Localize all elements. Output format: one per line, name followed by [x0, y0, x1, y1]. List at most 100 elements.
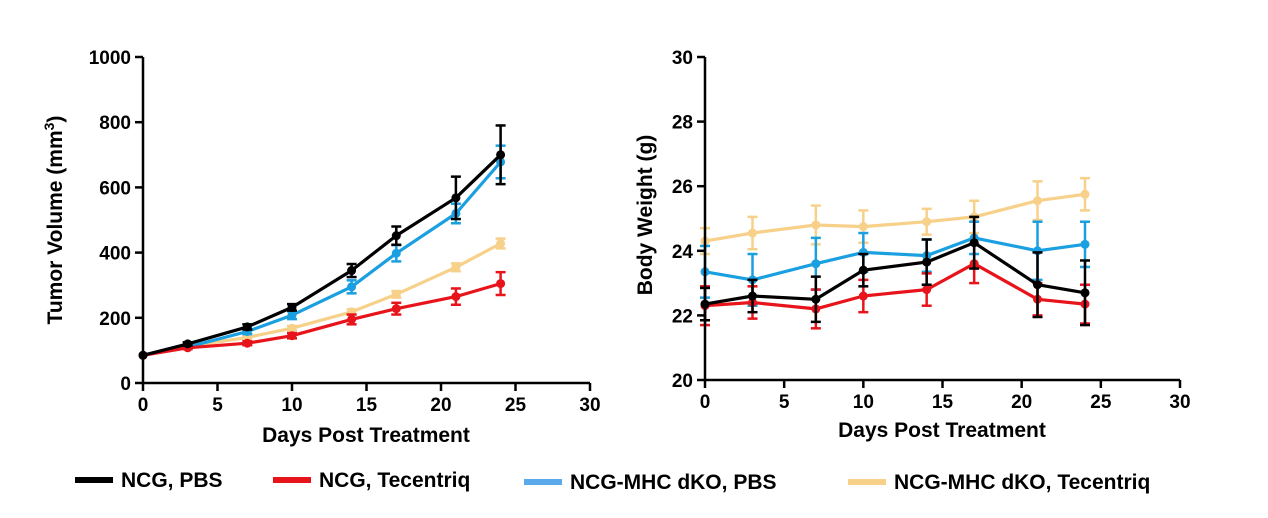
legend-label-dko-tecentriq: NCG-MHC dKO, Tecentriq [894, 471, 1150, 494]
tumor-line-ncg-tecentriq [142, 282, 502, 357]
weight-y-tick-label: 20 [672, 371, 693, 392]
tumor-y-tick-label: 200 [99, 309, 131, 330]
tumor-point-dko-tecentriq [496, 238, 506, 248]
legend-label-ncg-pbs: NCG, PBS [121, 469, 223, 492]
legend-label-ncg-tecentriq: NCG, Tecentriq [319, 469, 470, 492]
tumor-x-tick-label: 0 [138, 395, 149, 416]
weight-y-tick-label: 28 [672, 113, 693, 134]
weight-x-tick-label: 30 [1169, 392, 1190, 413]
legend-swatch-dko-tecentriq [848, 479, 886, 485]
weight-x-tick-label: 20 [1011, 392, 1032, 413]
weight-point-ncg-pbs [922, 257, 932, 267]
tumor-y-tick-label: 1000 [89, 48, 131, 69]
weight-series-ncg-tecentriq [700, 243, 1090, 330]
weight-ticks: 0 5 10 15 20 25 30 20 22 24 26 28 30 [672, 48, 1191, 413]
weight-x-tick-label: 15 [932, 392, 954, 413]
tumor-series-ncg-tecentriq [138, 270, 506, 360]
weight-point-ncg-pbs [1033, 280, 1042, 290]
tumor-x-tick-label: 10 [281, 395, 302, 416]
legend-swatch-dko-pbs [524, 479, 562, 485]
weight-line-dko-tecentriq [704, 192, 1086, 243]
tumor-point-ncg-pbs [391, 231, 401, 241]
weight-point-dko-pbs [811, 259, 821, 269]
tumor-point-ncg-pbs [451, 193, 461, 203]
weight-x-axis-label: Days Post Treatment [838, 419, 1046, 442]
tumor-y-axis-label: Tumor Volume (mm3) [41, 116, 67, 325]
tumor-x-tick-label: 25 [505, 395, 527, 416]
tumor-y-tick-label: 800 [99, 113, 131, 134]
legend-item-dko-pbs: NCG-MHC dKO, PBS [524, 471, 777, 494]
weight-point-ncg-pbs [858, 265, 868, 275]
legend-swatch-ncg-tecentriq [273, 477, 311, 483]
weight-series-dko-tecentriq [700, 176, 1090, 256]
tumor-x-tick-label: 15 [356, 395, 378, 416]
weight-x-tick-label: 10 [853, 392, 874, 413]
weight-point-ncg-tecentriq [922, 285, 932, 295]
tumor-point-ncg-pbs [242, 322, 252, 332]
tumor-point-dko-pbs [391, 248, 401, 258]
tumor-line-ncg-pbs [142, 153, 502, 357]
weight-point-ncg-pbs [811, 294, 821, 304]
weight-line-ncg-pbs [704, 241, 1086, 306]
tumor-point-ncg-pbs [287, 302, 297, 312]
weight-y-tick-label: 26 [672, 177, 693, 198]
tumor-x-tick-label: 30 [579, 395, 600, 416]
weight-y-tick-label: 30 [672, 48, 693, 69]
tumor-point-ncg-tecentriq [391, 304, 401, 314]
weight-point-ncg-tecentriq [858, 291, 868, 301]
weight-series-ncg-pbs [700, 215, 1090, 327]
tumor-point-ncg-pbs [183, 339, 193, 349]
tumor-point-ncg-tecentriq [496, 279, 506, 289]
tumor-ticks: 0 5 10 15 20 25 30 0 200 400 600 800 1000 [89, 48, 601, 416]
tumor-y-tick-label: 600 [99, 178, 131, 199]
tumor-y-tick-label: 0 [120, 374, 131, 395]
tumor-point-dko-tecentriq [287, 323, 297, 333]
tumor-point-dko-tecentriq [391, 289, 401, 299]
legend-item-ncg-tecentriq: NCG, Tecentriq [273, 469, 470, 492]
tumor-point-dko-pbs [287, 310, 297, 320]
tumor-point-ncg-tecentriq [347, 314, 357, 324]
weight-point-dko-tecentriq [858, 222, 868, 232]
weight-series-layer [700, 176, 1090, 330]
tumor-y-tick-label: 400 [99, 244, 131, 265]
tumor-point-ncg-tecentriq [287, 331, 297, 341]
legend-item-ncg-pbs: NCG, PBS [75, 469, 223, 492]
weight-point-dko-tecentriq [811, 220, 821, 230]
tumor-x-tick-label: 5 [212, 395, 223, 416]
legend: NCG, PBS NCG, Tecentriq NCG-MHC dKO, PBS… [75, 469, 1150, 494]
weight-point-ncg-pbs [748, 291, 757, 301]
tumor-series-ncg-pbs [138, 124, 506, 360]
legend-item-dko-tecentriq: NCG-MHC dKO, Tecentriq [848, 471, 1150, 494]
weight-x-tick-label: 0 [700, 392, 711, 413]
weight-point-dko-tecentriq [922, 217, 932, 227]
tumor-point-ncg-tecentriq [451, 292, 461, 302]
tumor-point-ncg-pbs [496, 150, 506, 160]
tumor-line-dko-pbs [142, 160, 502, 357]
tumor-series-layer [138, 124, 506, 360]
tumor-volume-chart: 0 5 10 15 20 25 30 0 200 400 600 800 1000 Days Post … [41, 48, 601, 447]
legend-label-dko-pbs: NCG-MHC dKO, PBS [570, 471, 777, 494]
body-weight-chart: 0 5 10 15 20 25 30 20 22 24 26 28 30 Days Post Treat… [634, 48, 1191, 442]
tumor-x-tick-label: 20 [430, 395, 451, 416]
weight-point-ncg-pbs [1080, 288, 1090, 298]
weight-y-tick-label: 22 [672, 306, 693, 327]
tumor-point-dko-pbs [347, 282, 357, 292]
weight-point-dko-pbs [1080, 239, 1090, 249]
tumor-x-axis-label: Days Post Treatment [262, 424, 470, 447]
weight-x-tick-label: 25 [1090, 392, 1112, 413]
weight-point-dko-tecentriq [1033, 196, 1042, 206]
tumor-point-ncg-pbs [347, 266, 357, 276]
weight-point-dko-tecentriq [748, 228, 757, 238]
tumor-point-dko-tecentriq [451, 262, 461, 272]
weight-point-dko-tecentriq [1080, 189, 1090, 199]
weight-point-ncg-pbs [969, 238, 979, 248]
weight-x-tick-label: 5 [779, 392, 790, 413]
weight-line-dko-pbs [704, 236, 1086, 282]
tumor-point-ncg-tecentriq [242, 338, 252, 348]
weight-line-ncg-tecentriq [704, 262, 1086, 311]
weight-y-axis-label: Body Weight (g) [634, 135, 657, 296]
legend-swatch-ncg-pbs [75, 477, 113, 483]
weight-y-tick-label: 24 [672, 242, 694, 263]
